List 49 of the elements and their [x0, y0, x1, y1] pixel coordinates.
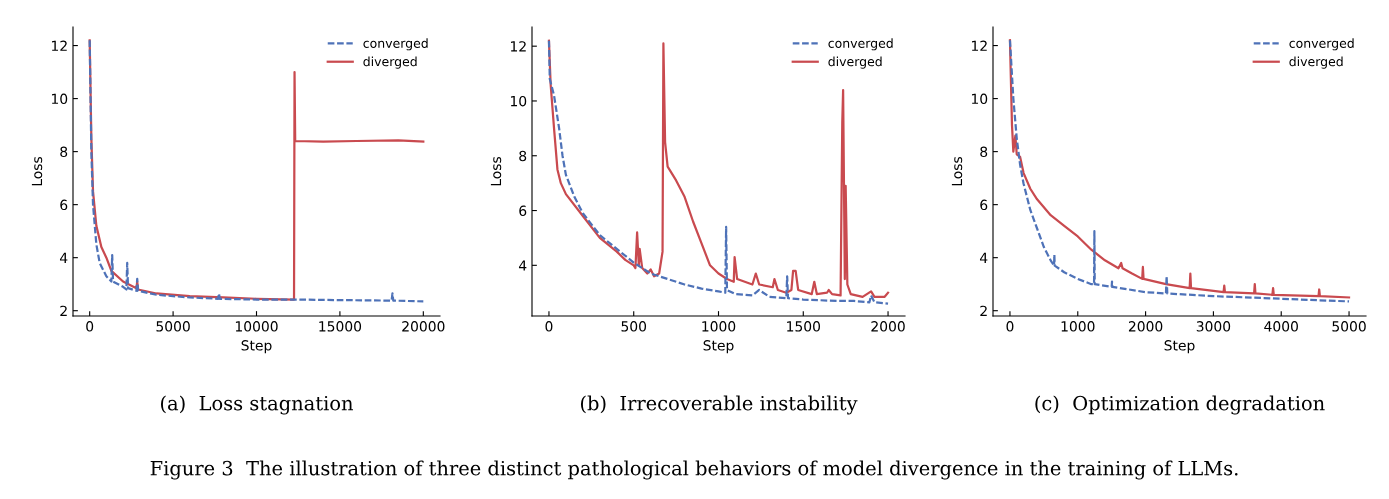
- x-tick-label: 0: [1006, 321, 1014, 332]
- y-tick-label: 8: [980, 146, 988, 158]
- y-tick-label: 4: [59, 252, 68, 263]
- x-tick-label: 10000: [235, 321, 278, 332]
- x-tick-label: 5000: [156, 321, 190, 332]
- y-tick-label: 8: [60, 146, 68, 158]
- x-tick-label: 2000: [871, 321, 905, 332]
- x-tick-label: 20000: [402, 321, 445, 332]
- text: (c) Optimization degradation: [1035, 395, 1325, 415]
- x-tick-label: 1000: [1061, 321, 1095, 332]
- y-tick-label: 2: [980, 305, 987, 316]
- y-tick-label: 10: [510, 95, 527, 107]
- x-tick-label: 0: [545, 321, 553, 332]
- y-tick-label: 10: [971, 93, 988, 105]
- x-tick-label: 5000: [1332, 321, 1366, 332]
- x-tick-label: 1500: [787, 321, 821, 332]
- x-axis-title: Step: [703, 340, 734, 354]
- legend-label: diverged: [828, 56, 882, 69]
- caption: Figure 3 The illustration of three distinct pathological behaviors of model divergence in the training of LLMs.: [150, 460, 1238, 480]
- legend-label: converged: [363, 38, 428, 51]
- y-tick-label: 8: [519, 150, 527, 162]
- x-tick-label: 4000: [1264, 321, 1298, 332]
- y-axis-title: Loss: [31, 156, 43, 186]
- y-tick-label: 4: [979, 252, 988, 263]
- x-axis-title: Step: [241, 340, 272, 354]
- text: (a) Loss stagnation: [160, 395, 354, 415]
- y-tick-label: 6: [60, 199, 68, 211]
- y-tick-label: 12: [971, 40, 987, 51]
- y-tick-label: 6: [980, 199, 988, 211]
- x-tick-label: 3000: [1196, 321, 1231, 332]
- x-axis-title: Step: [1164, 340, 1195, 354]
- y-tick-label: 12: [510, 41, 526, 52]
- legend-label: diverged: [363, 56, 417, 69]
- legend-label: converged: [828, 38, 893, 51]
- y-tick-label: 10: [51, 93, 68, 105]
- y-axis-title: Loss: [490, 156, 502, 186]
- y-tick-label: 6: [519, 205, 527, 217]
- x-tick-label: 2000: [1128, 321, 1163, 332]
- x-tick-label: 0: [86, 321, 94, 332]
- y-tick-label: 4: [518, 260, 527, 271]
- legend-label: diverged: [1289, 56, 1343, 69]
- y-tick-label: 12: [51, 40, 67, 51]
- y-tick-label: 2: [60, 305, 67, 316]
- x-tick-label: 500: [621, 321, 647, 332]
- x-tick-label: 15000: [319, 321, 362, 332]
- legend-label: converged: [1289, 38, 1354, 51]
- text: (b) Irrecoverable instability: [580, 395, 858, 415]
- x-tick-label: 1000: [702, 321, 736, 332]
- y-axis-title: Loss: [951, 156, 963, 186]
